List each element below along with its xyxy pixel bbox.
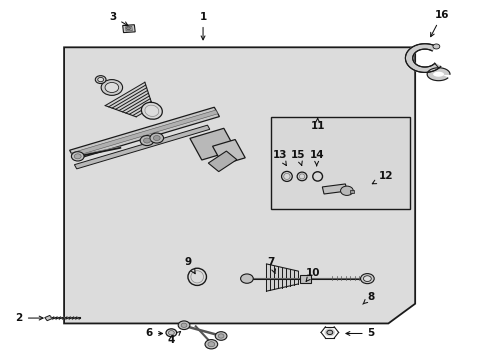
Ellipse shape: [283, 174, 289, 180]
Circle shape: [218, 334, 224, 338]
Ellipse shape: [144, 105, 159, 116]
Text: 9: 9: [184, 257, 195, 274]
Circle shape: [143, 138, 150, 143]
Ellipse shape: [299, 174, 304, 179]
Polygon shape: [74, 125, 209, 169]
Ellipse shape: [168, 330, 174, 335]
Ellipse shape: [281, 171, 292, 181]
Polygon shape: [69, 107, 219, 159]
Polygon shape: [64, 47, 414, 323]
Circle shape: [207, 342, 214, 347]
Polygon shape: [405, 44, 440, 72]
Polygon shape: [44, 315, 52, 321]
FancyBboxPatch shape: [271, 117, 409, 209]
Text: 13: 13: [272, 150, 286, 166]
Text: 15: 15: [290, 150, 305, 166]
Circle shape: [150, 133, 163, 143]
Text: 2: 2: [16, 313, 43, 323]
Ellipse shape: [297, 172, 306, 181]
Circle shape: [126, 27, 130, 30]
Circle shape: [181, 323, 186, 327]
Circle shape: [71, 152, 84, 161]
Circle shape: [204, 339, 217, 349]
Ellipse shape: [95, 76, 106, 84]
Circle shape: [153, 135, 160, 140]
Polygon shape: [122, 25, 135, 33]
Polygon shape: [322, 184, 346, 194]
Polygon shape: [300, 275, 310, 283]
Text: 3: 3: [109, 12, 128, 26]
Polygon shape: [349, 190, 353, 193]
Text: 4: 4: [167, 332, 180, 345]
Circle shape: [140, 135, 154, 145]
Text: 7: 7: [267, 257, 275, 273]
Circle shape: [340, 186, 352, 195]
Ellipse shape: [98, 77, 103, 82]
Polygon shape: [427, 68, 449, 81]
Text: 10: 10: [305, 268, 319, 282]
Ellipse shape: [187, 268, 206, 285]
Polygon shape: [208, 151, 236, 172]
Polygon shape: [189, 128, 235, 160]
Text: 14: 14: [309, 150, 324, 166]
Circle shape: [432, 44, 439, 49]
Text: 8: 8: [362, 292, 374, 304]
Ellipse shape: [324, 328, 334, 336]
Polygon shape: [105, 82, 153, 117]
Ellipse shape: [360, 274, 373, 284]
Ellipse shape: [326, 330, 332, 334]
Text: 12: 12: [371, 171, 392, 184]
Circle shape: [215, 332, 226, 340]
Polygon shape: [266, 264, 298, 291]
Circle shape: [178, 321, 189, 329]
Text: 16: 16: [430, 10, 448, 37]
Polygon shape: [125, 26, 132, 31]
Text: 5: 5: [345, 328, 374, 338]
Ellipse shape: [165, 329, 176, 337]
Ellipse shape: [141, 102, 162, 119]
Polygon shape: [71, 110, 218, 157]
Ellipse shape: [105, 82, 119, 93]
Text: 1: 1: [199, 12, 206, 40]
Ellipse shape: [190, 271, 203, 283]
Ellipse shape: [101, 80, 122, 95]
Circle shape: [74, 154, 81, 159]
Text: 6: 6: [145, 328, 162, 338]
Polygon shape: [212, 140, 244, 165]
Ellipse shape: [363, 276, 370, 282]
Text: 11: 11: [310, 118, 324, 131]
Circle shape: [240, 274, 253, 283]
